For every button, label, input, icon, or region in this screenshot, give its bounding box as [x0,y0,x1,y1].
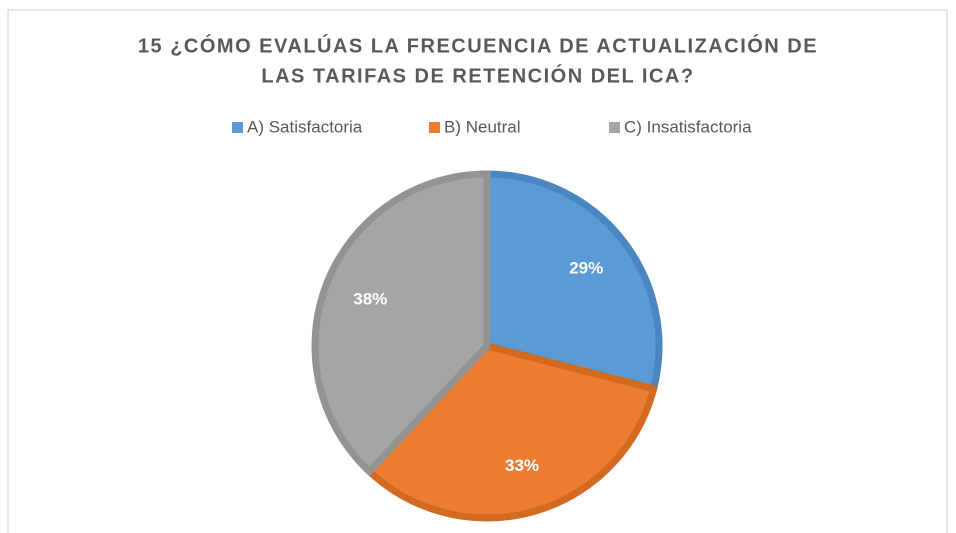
pie-slice [311,170,491,477]
pie-slice [364,342,658,522]
data-label: 29% [569,259,603,278]
chart-title: LAS TARIFAS DE RETENCIÓN DEL ICA? [261,63,694,87]
legend-label: A) Satisfactoria [247,117,363,136]
legend-swatch [429,122,440,133]
pie-slice [483,170,663,394]
chart-title: 15 ¿CÓMO EVALÚAS LA FRECUENCIA DE ACTUAL… [138,33,818,57]
legend-label: B) Neutral [444,117,521,136]
legend-label: C) Insatisfactoria [624,117,752,136]
legend-swatch [232,122,243,133]
legend-swatch [609,122,620,133]
data-label: 38% [353,289,387,308]
data-label: 33% [505,456,539,475]
